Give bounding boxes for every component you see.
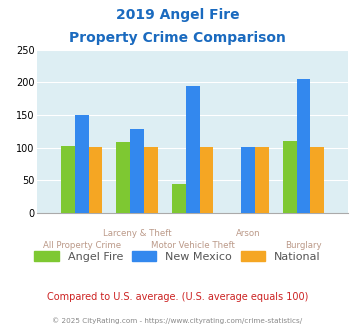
Bar — [75, 115, 89, 213]
Legend: Angel Fire, New Mexico, National: Angel Fire, New Mexico, National — [34, 250, 321, 262]
Text: All Property Crime: All Property Crime — [43, 241, 121, 250]
Bar — [311, 147, 324, 213]
Bar — [61, 146, 75, 213]
Bar — [200, 147, 213, 213]
Bar — [296, 79, 311, 213]
Text: Property Crime Comparison: Property Crime Comparison — [69, 31, 286, 45]
Text: © 2025 CityRating.com - https://www.cityrating.com/crime-statistics/: © 2025 CityRating.com - https://www.city… — [53, 317, 302, 324]
Bar — [89, 147, 103, 213]
Bar — [255, 147, 269, 213]
Text: Larceny & Theft: Larceny & Theft — [103, 229, 171, 238]
Bar — [283, 141, 296, 213]
Bar — [144, 147, 158, 213]
Bar — [172, 184, 186, 213]
Bar — [116, 142, 130, 213]
Text: Burglary: Burglary — [285, 241, 322, 250]
Bar — [130, 129, 144, 213]
Text: Arson: Arson — [236, 229, 260, 238]
Text: Compared to U.S. average. (U.S. average equals 100): Compared to U.S. average. (U.S. average … — [47, 292, 308, 302]
Text: Motor Vehicle Theft: Motor Vehicle Theft — [151, 241, 235, 250]
Bar — [241, 147, 255, 213]
Text: 2019 Angel Fire: 2019 Angel Fire — [116, 8, 239, 22]
Bar — [186, 86, 200, 213]
